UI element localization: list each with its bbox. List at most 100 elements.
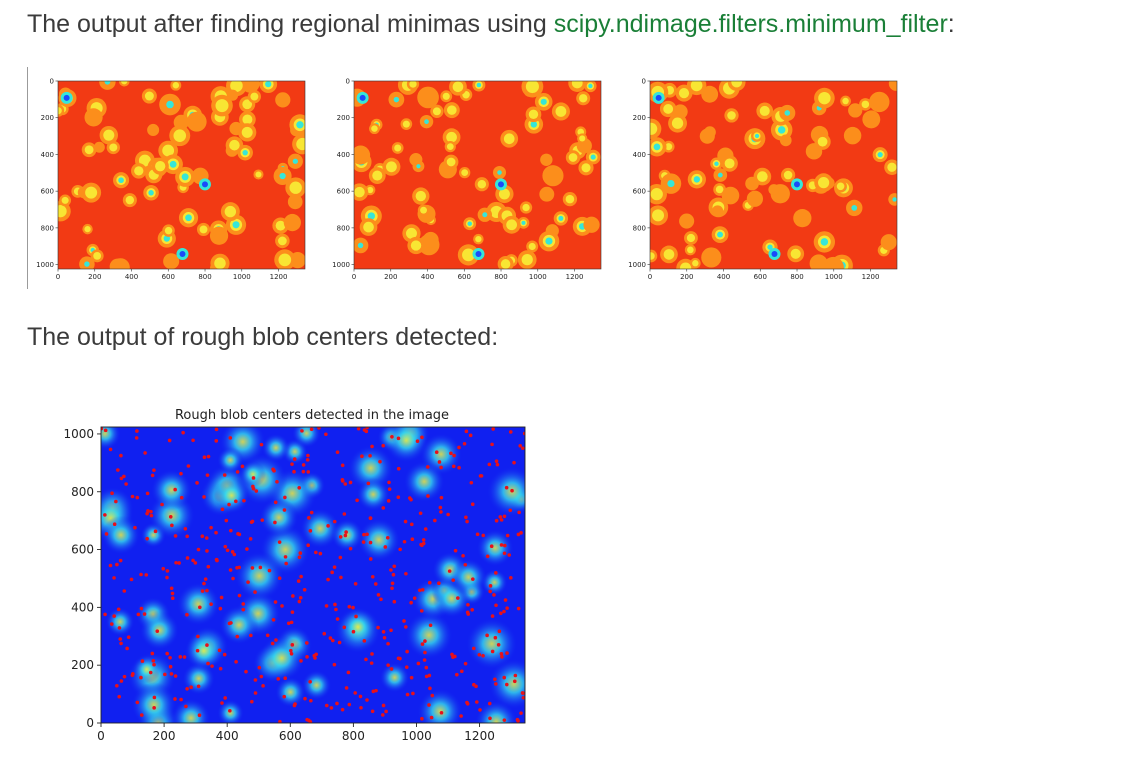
blob-center-point: [223, 544, 228, 549]
heatmap-blob-minimum: [242, 149, 248, 156]
heatmap-blob-core: [462, 248, 475, 262]
blob-center-point: [340, 478, 345, 482]
heatmap-blob-core: [790, 248, 801, 259]
blob-center-point: [170, 591, 175, 596]
blob-center-point: [174, 560, 178, 565]
blob-center-point: [465, 701, 470, 706]
blob-center-point: [200, 534, 205, 539]
heatmap-blob-core: [229, 139, 240, 151]
blob-center-point: [403, 519, 408, 524]
x-tick-label: 200: [88, 273, 101, 281]
blob-center-point: [376, 625, 380, 630]
blob-center-point: [209, 525, 213, 530]
chart-blob: [131, 682, 177, 723]
heatmap-blob-minimum: [148, 190, 154, 196]
blob-center-point: [186, 464, 191, 468]
heatmap-blob-core: [109, 143, 118, 152]
chart-blob: [379, 662, 410, 693]
blob-center-point: [220, 507, 225, 512]
heatmap-blob: [779, 134, 792, 147]
heatmap-blob-core: [405, 227, 417, 239]
blob-center-point: [297, 486, 302, 490]
heatmap-blob-minimum: [359, 94, 366, 101]
blob-center-point: [253, 691, 258, 695]
heatmap-blob-minimum: [497, 181, 504, 188]
heatmap-blob-core: [522, 203, 530, 212]
blob-center-point: [490, 614, 495, 618]
blob-center-point: [356, 427, 361, 431]
heatmap-blob-core: [58, 107, 62, 115]
blob-center-point: [430, 693, 435, 698]
blob-center-point: [222, 473, 227, 477]
blob-center-point: [463, 562, 468, 567]
blob-center-point: [145, 536, 149, 541]
blob-center-point: [439, 710, 444, 715]
blob-center-point: [196, 547, 201, 552]
heatmap-blob-core: [372, 170, 383, 181]
heatmap-blob-core: [275, 220, 286, 231]
heatmap-blob-minimum: [588, 83, 593, 89]
blob-center-point: [374, 688, 378, 693]
blob-center-point: [427, 673, 432, 678]
chart-blob: [261, 433, 291, 462]
blob-center-point: [508, 508, 513, 513]
chart-blob: [132, 655, 161, 684]
blob-center-point: [488, 589, 492, 594]
heatmap-blob: [679, 213, 695, 229]
blob-center-point: [500, 655, 504, 659]
blob-center-point: [451, 578, 456, 582]
heatmap-blob-core: [84, 226, 91, 233]
heatmap-blob-core: [296, 137, 305, 151]
blob-center-point: [251, 476, 256, 480]
minima-plot-2: 0 200 400 600 800 1000 1200 0 200 400 600 800 1000: [332, 78, 602, 281]
blob-center-point: [275, 479, 279, 484]
heatmap-blob-core: [121, 81, 128, 85]
blob-center-point: [379, 597, 383, 602]
heatmap-blob-core: [525, 81, 539, 94]
blob-center-point: [368, 516, 373, 520]
code-function-name[interactable]: scipy.ndimage.filters.minimum_filter: [553, 10, 948, 38]
x-tick-label: 1200: [270, 273, 288, 281]
blob-center-point: [103, 513, 107, 517]
blob-center-point: [249, 633, 253, 638]
blob-center-point: [396, 495, 401, 500]
blob-center-point: [152, 662, 156, 667]
chart-blob: [176, 582, 221, 626]
heatmap-blob-core: [172, 81, 180, 89]
blob-center-point: [305, 655, 309, 659]
heatmap-blob-core: [715, 185, 724, 194]
blob-center-point: [163, 672, 167, 677]
blob-center-point: [429, 715, 434, 720]
blob-center-point: [519, 531, 523, 535]
chart-title: Rough blob centers detected in the image: [175, 408, 449, 423]
y-tick-label: 1000: [628, 261, 646, 269]
heatmap-blob-core: [155, 161, 166, 172]
blob-center-point: [471, 646, 476, 651]
blob-center-point: [479, 474, 484, 478]
heatmap-blob-minimum: [667, 179, 675, 188]
blob-center-point: [493, 635, 498, 640]
y-tick-label: 200: [633, 114, 646, 122]
heatmap-blob-minimum: [169, 160, 177, 168]
y-tick-label: 1000: [332, 261, 350, 269]
blob-center-point: [494, 571, 498, 575]
blob-center-point: [498, 515, 503, 519]
y-tick-label: 200: [337, 114, 350, 122]
heatmap-blob: [147, 123, 160, 136]
blob-center-point: [376, 593, 381, 597]
blob-center-point: [342, 512, 347, 516]
blob-center-point: [155, 629, 160, 633]
blob-center-point: [303, 696, 307, 701]
blob-center-point: [206, 564, 211, 569]
blob-center-point: [179, 697, 183, 702]
blob-center-point: [505, 533, 510, 538]
heatmap-blob: [539, 186, 555, 202]
heatmap-blob-minimum: [104, 81, 111, 85]
blob-center-point: [368, 557, 373, 561]
blob-center-point: [360, 454, 364, 459]
blob-center-point: [227, 621, 232, 626]
heatmap-blob-core: [162, 144, 175, 157]
intro-paragraph: The output after finding regional minima…: [27, 9, 955, 39]
blob-center-point: [168, 664, 173, 669]
blob-center-point: [487, 462, 492, 467]
